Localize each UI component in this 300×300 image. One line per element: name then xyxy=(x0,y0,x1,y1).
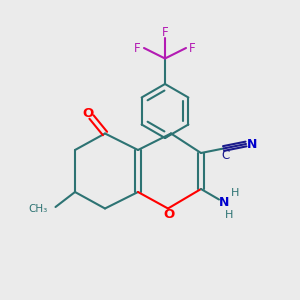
Text: CH₃: CH₃ xyxy=(29,203,48,214)
Text: N: N xyxy=(247,137,257,151)
Text: F: F xyxy=(162,26,168,39)
Text: O: O xyxy=(83,107,94,120)
Text: F: F xyxy=(189,41,196,55)
Text: H: H xyxy=(231,188,240,199)
Text: H: H xyxy=(225,209,234,220)
Text: C: C xyxy=(221,149,229,163)
Text: F: F xyxy=(134,41,141,55)
Text: N: N xyxy=(219,196,230,209)
Text: O: O xyxy=(163,208,174,221)
